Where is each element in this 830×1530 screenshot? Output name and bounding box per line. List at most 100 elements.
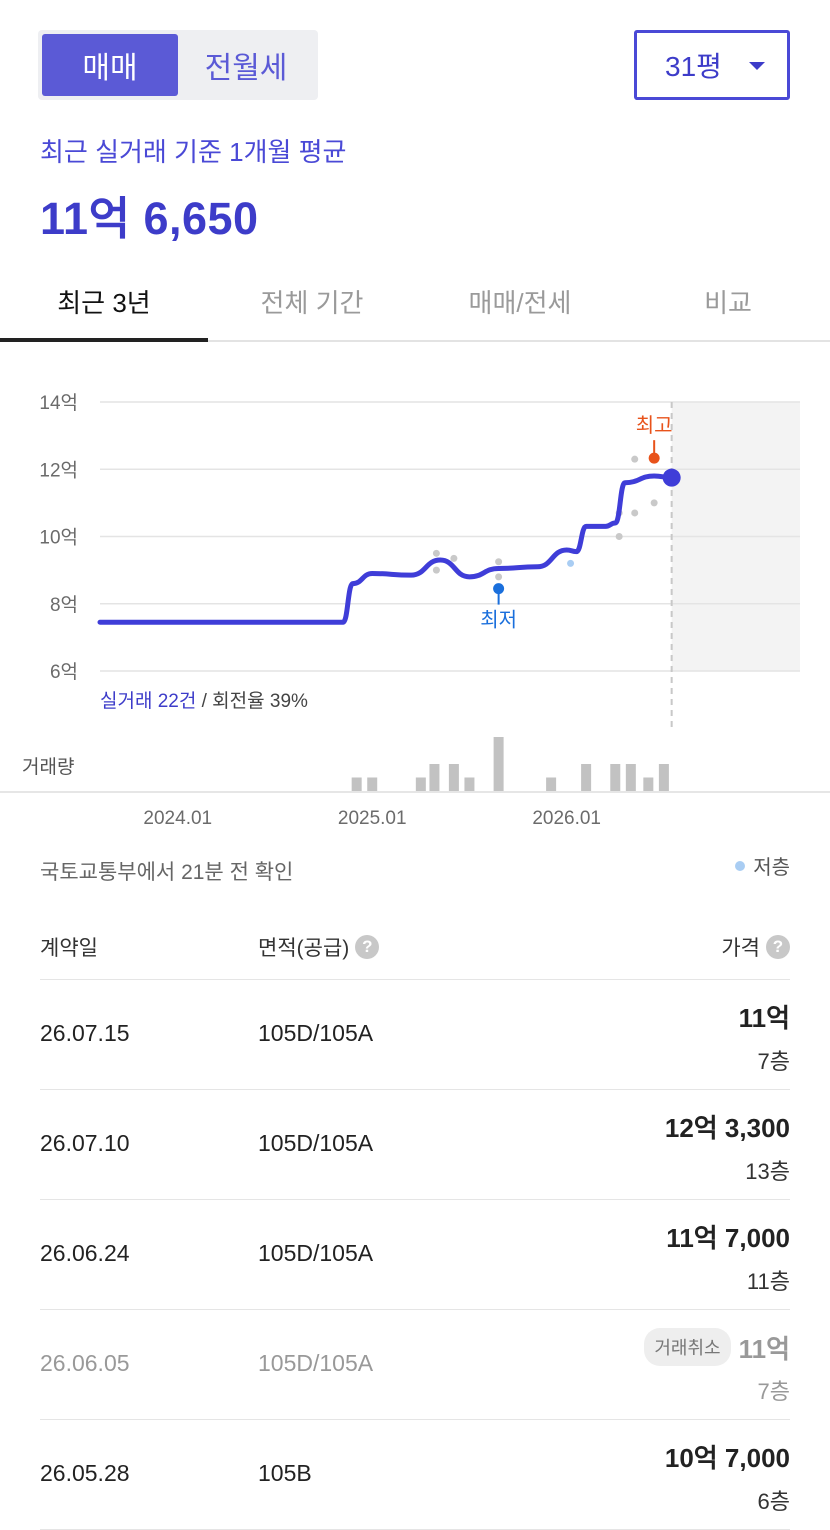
x-tick-label: 2026.01 [532,808,601,829]
trend-line [97,473,675,625]
deal-type-sale-button[interactable]: 매매 [42,34,178,96]
tab-compare[interactable]: 비교 [704,287,752,318]
volume-bar [581,764,592,791]
table-row[interactable]: 26.05.28 105B 10억 7,000 6층 [40,1420,790,1530]
table-row[interactable]: 26.06.05 105D/105A 거래취소 11억 7층 [40,1310,790,1420]
trade-count: 실거래 22건 [100,691,197,712]
data-source: 국토교통부에서 21분 전 확인 [40,861,294,884]
header-date: 계약일 [40,932,98,962]
price-value: 10억 7,000 [664,1443,790,1473]
tab-recent-3-years[interactable]: 최근 3년 [57,287,151,318]
low-label: 최저 [480,609,517,632]
volume-bar [415,777,426,791]
help-icon[interactable]: ? [355,935,380,959]
chart-stats: 실거래 22건 / 회전율 39% [100,686,308,713]
volume-bar [367,777,378,791]
legend-low-floor-label: 저층 [753,857,790,879]
volume-bar [658,764,669,791]
trade-point[interactable] [450,554,458,562]
area: 105D/105A [258,1020,374,1046]
floor: 11층 [746,1269,790,1294]
header-area: 면적(공급)? [258,932,380,962]
floor: 13층 [745,1159,790,1184]
contract-date: 26.06.24 [40,1240,130,1266]
tab-sale-jeonse[interactable]: 매매/전세 [468,287,572,318]
trade-point[interactable] [432,549,440,557]
low-floor-dot-icon [735,860,746,871]
deal-type-toggle: 매매 전월세 [38,30,318,100]
period-tabs: 최근 3년 전체 기간 매매/전세 비교 [0,262,830,342]
floor: 7층 [757,1049,790,1074]
trade-point[interactable] [650,499,658,507]
trade-point[interactable] [495,558,503,566]
help-icon[interactable]: ? [766,935,790,959]
current-price-point[interactable] [662,468,681,487]
volume-bar [351,777,362,791]
price: 거래취소 11억 [644,1328,790,1366]
y-tick-label: 8억 [50,594,78,616]
price: 12억 3,300 [665,1108,790,1145]
volume-bar [429,764,440,791]
average-label: 최근 실거래 기준 1개월 평균 [40,137,347,167]
area: 105D/105A [258,1350,374,1376]
average-price: 11억 6,650 [40,193,259,244]
price: 11억 [739,998,790,1035]
volume-bar [643,777,654,791]
price: 10억 7,000 [665,1438,790,1475]
tab-all-period[interactable]: 전체 기간 [260,287,364,318]
area: 105B [258,1460,312,1486]
price-value: 11억 [738,1003,790,1033]
trade-point[interactable] [631,509,639,517]
legend-low-floor: 저층 [735,851,790,880]
deal-type-rent-button[interactable]: 전월세 [204,52,288,85]
area: 105D/105A [258,1240,374,1266]
contract-date: 26.07.10 [40,1130,130,1156]
contract-date: 26.07.15 [40,1020,130,1046]
size-select[interactable]: 31평 [634,30,790,100]
volume-bar [448,764,459,791]
floor: 6층 [757,1489,790,1514]
size-select-value: 31평 [665,51,722,82]
cancelled-badge: 거래취소 [644,1328,731,1366]
volume-bar [493,737,504,791]
volume-bar [610,764,621,791]
area: 105D/105A [258,1130,374,1156]
trade-point[interactable] [631,455,639,463]
volume-bar [625,764,636,791]
trade-point[interactable] [615,533,623,540]
header-price-label: 가격 [721,937,760,960]
high-point[interactable] [648,452,660,464]
header-date-label: 계약일 [40,937,98,960]
contract-date: 26.06.05 [40,1350,130,1376]
volume-bar [464,777,475,791]
y-tick-label: 12억 [39,459,78,481]
active-tab-indicator [0,338,208,342]
price-value: 11억 [738,1333,790,1364]
trade-point[interactable] [495,573,503,581]
low-point[interactable] [493,583,505,595]
volume-label: 거래량 [22,756,74,778]
turnover-rate: / 회전율 39% [196,691,308,712]
table-row[interactable]: 26.06.24 105D/105A 11억 7,000 11층 [40,1200,790,1310]
table-row[interactable]: 26.07.15 105D/105A 11억 7층 [40,980,790,1090]
x-axis-labels: 2024.01 2025.01 2026.01 [0,808,830,838]
y-tick-label: 14억 [39,392,78,414]
price: 11억 7,000 [666,1218,790,1255]
table-header: 계약일 면적(공급)? 가격? [40,912,790,980]
volume-bar [546,777,557,791]
header-area-label: 면적(공급) [258,937,350,960]
y-tick-label: 6억 [50,661,78,683]
x-tick-label: 2024.01 [143,808,213,829]
trade-point[interactable] [432,566,440,574]
price-value: 11억 7,000 [666,1223,790,1253]
high-label: 최고 [636,414,673,437]
header-price: 가격? [721,932,790,962]
x-tick-label: 2025.01 [337,808,407,829]
caret-down-icon [749,62,765,70]
contract-date: 26.05.28 [40,1460,130,1486]
price-value: 12억 3,300 [664,1113,790,1143]
low-floor-trade-point[interactable] [567,559,575,567]
table-row[interactable]: 26.07.10 105D/105A 12억 3,300 13층 [40,1090,790,1200]
y-tick-label: 10억 [39,527,78,549]
